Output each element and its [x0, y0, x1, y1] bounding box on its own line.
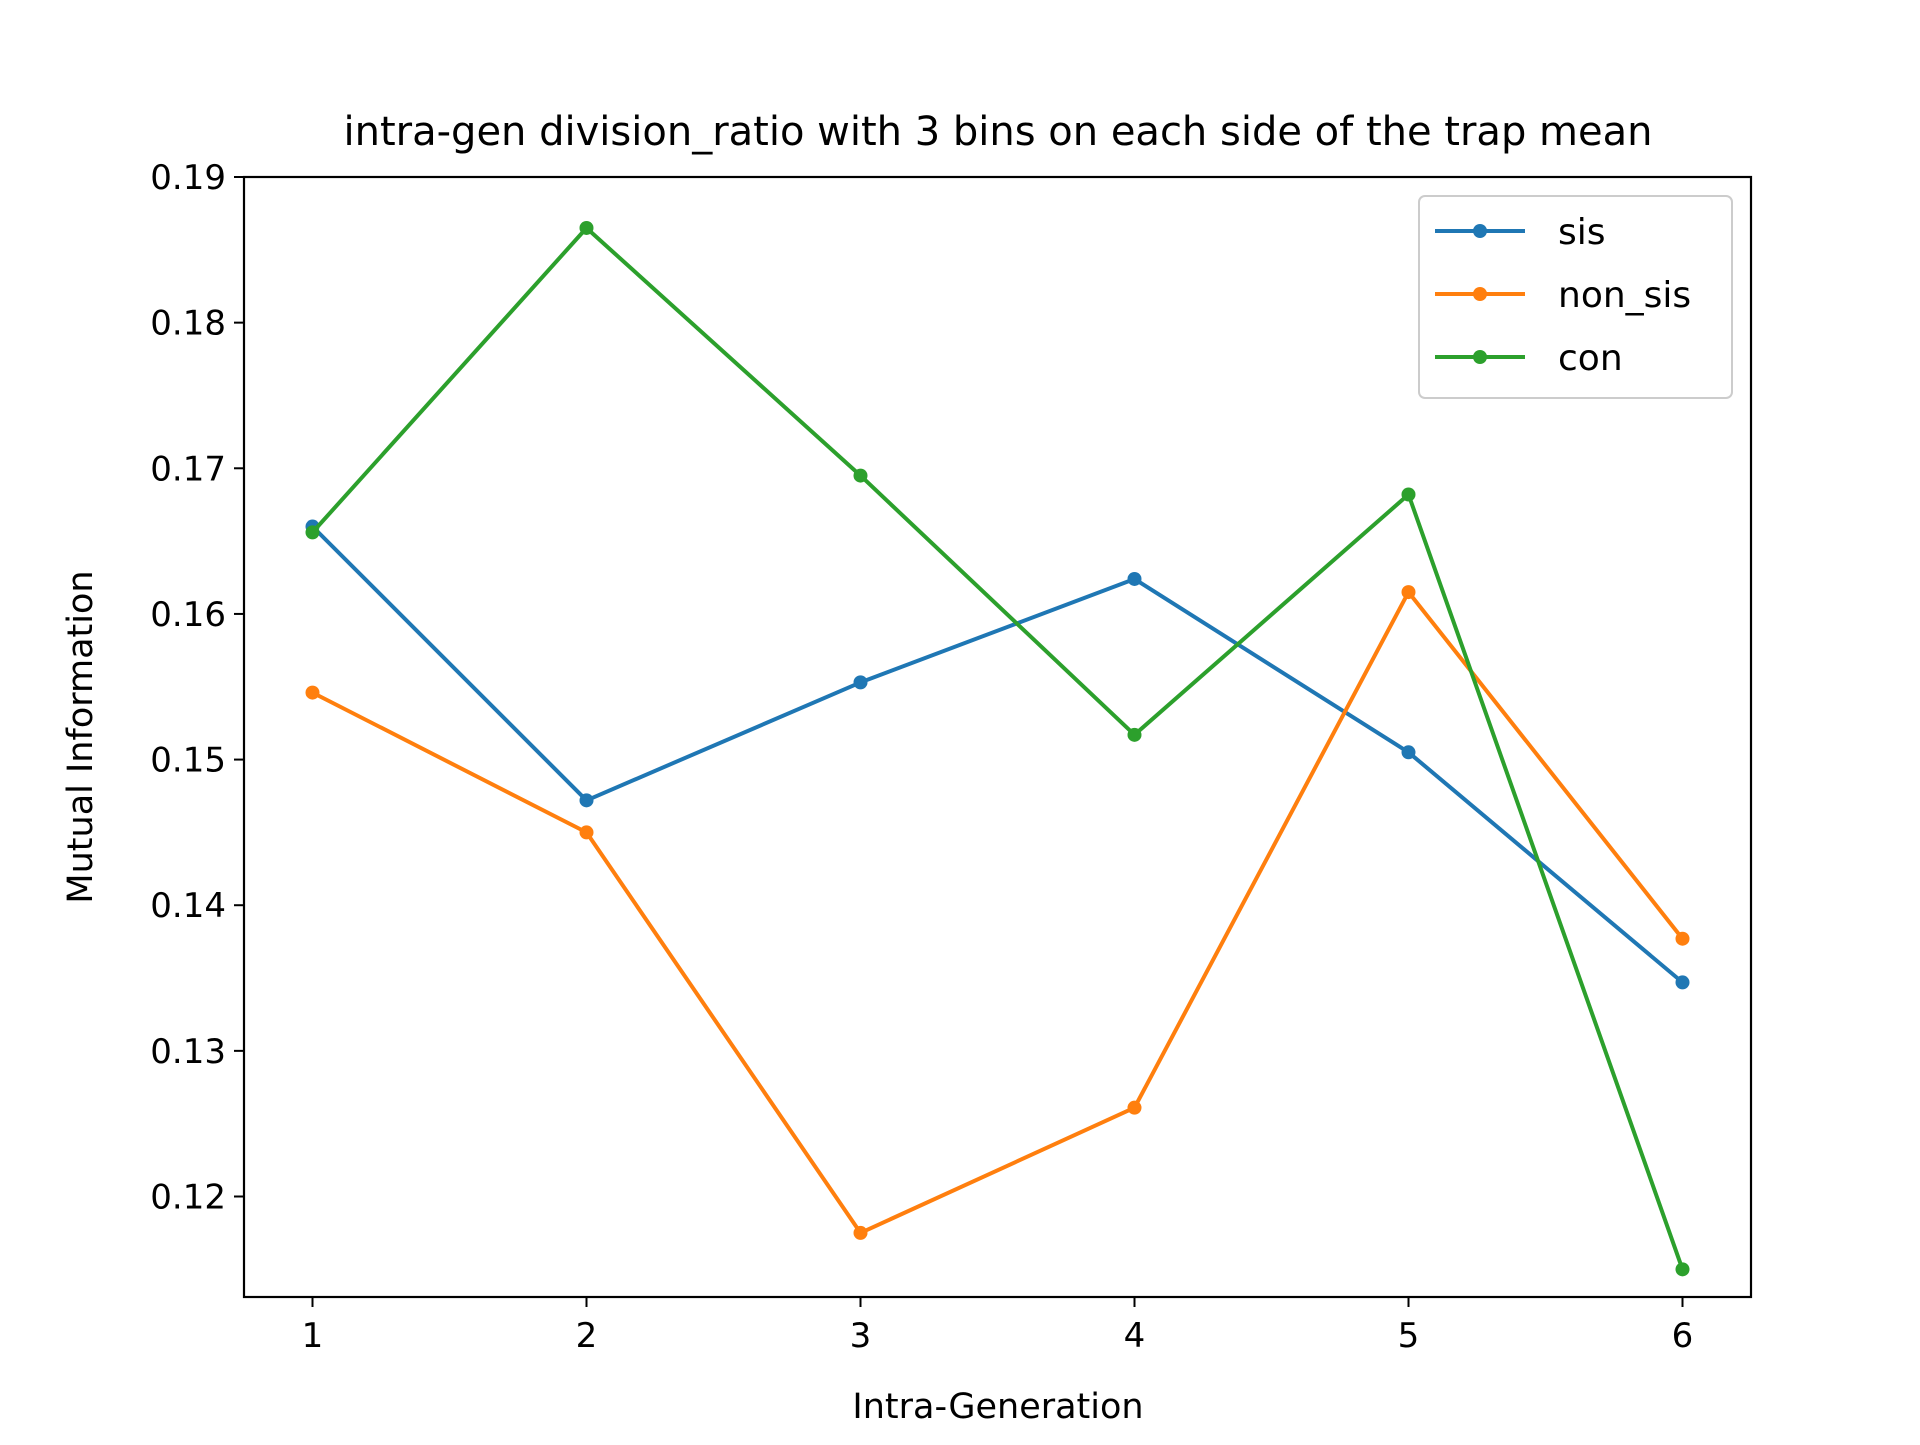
series-line-sis — [311, 525, 1684, 984]
data-point-sis — [1127, 571, 1142, 586]
y-tick-label: 0.16 — [150, 595, 226, 635]
legend-item-non_sis: non_sis — [1435, 275, 1691, 316]
data-point-non_sis — [305, 685, 320, 700]
data-point-con — [1675, 1262, 1690, 1277]
x-axis-label: Intra-Generation — [852, 1387, 1143, 1427]
legend-label: non_sis — [1558, 275, 1691, 316]
data-point-sis — [1675, 975, 1690, 990]
legend-marker — [1473, 224, 1487, 238]
legend-label: con — [1558, 338, 1623, 379]
y-tick-label: 0.12 — [150, 1178, 226, 1218]
legend-marker — [1473, 287, 1487, 301]
y-tick-label: 0.14 — [150, 886, 226, 926]
chart-title: intra-gen division_ratio with 3 bins on … — [344, 109, 1653, 155]
y-axis-label: Mutual Information — [61, 570, 101, 903]
data-point-con — [305, 525, 320, 540]
data-point-non_sis — [1675, 931, 1690, 946]
x-tick-label: 5 — [1398, 1316, 1420, 1356]
x-tick-label: 3 — [850, 1316, 872, 1356]
legend-marker — [1473, 350, 1487, 364]
data-point-con — [579, 220, 594, 235]
data-point-con — [1401, 487, 1416, 502]
data-point-non_sis — [853, 1225, 868, 1240]
legend-label: sis — [1558, 212, 1606, 253]
y-tick-label: 0.17 — [150, 449, 226, 489]
data-point-sis — [1401, 745, 1416, 760]
x-tick-label: 2 — [576, 1316, 598, 1356]
y-tick-label: 0.18 — [150, 304, 226, 344]
x-tick-label: 6 — [1672, 1316, 1694, 1356]
data-point-con — [1127, 727, 1142, 742]
x-tick-label: 1 — [302, 1316, 324, 1356]
legend-item-con: con — [1435, 338, 1623, 379]
series-non_sis — [305, 585, 1690, 1240]
data-point-non_sis — [579, 825, 594, 840]
series-con — [305, 220, 1690, 1277]
y-tick-label: 0.19 — [150, 158, 226, 198]
data-point-sis — [579, 793, 594, 808]
data-point-sis — [853, 675, 868, 690]
y-tick-label: 0.15 — [150, 741, 226, 781]
plot-frame — [242, 175, 1753, 1299]
x-tick-label: 4 — [1124, 1316, 1146, 1356]
series-line-non_sis — [311, 590, 1685, 1235]
series-line-con — [311, 226, 1685, 1270]
legend-box — [1418, 195, 1733, 399]
data-point-con — [853, 468, 868, 483]
y-tick-label: 0.13 — [150, 1032, 226, 1072]
legend-item-sis: sis — [1435, 212, 1606, 253]
data-point-non_sis — [1401, 585, 1416, 600]
data-point-non_sis — [1127, 1100, 1142, 1115]
